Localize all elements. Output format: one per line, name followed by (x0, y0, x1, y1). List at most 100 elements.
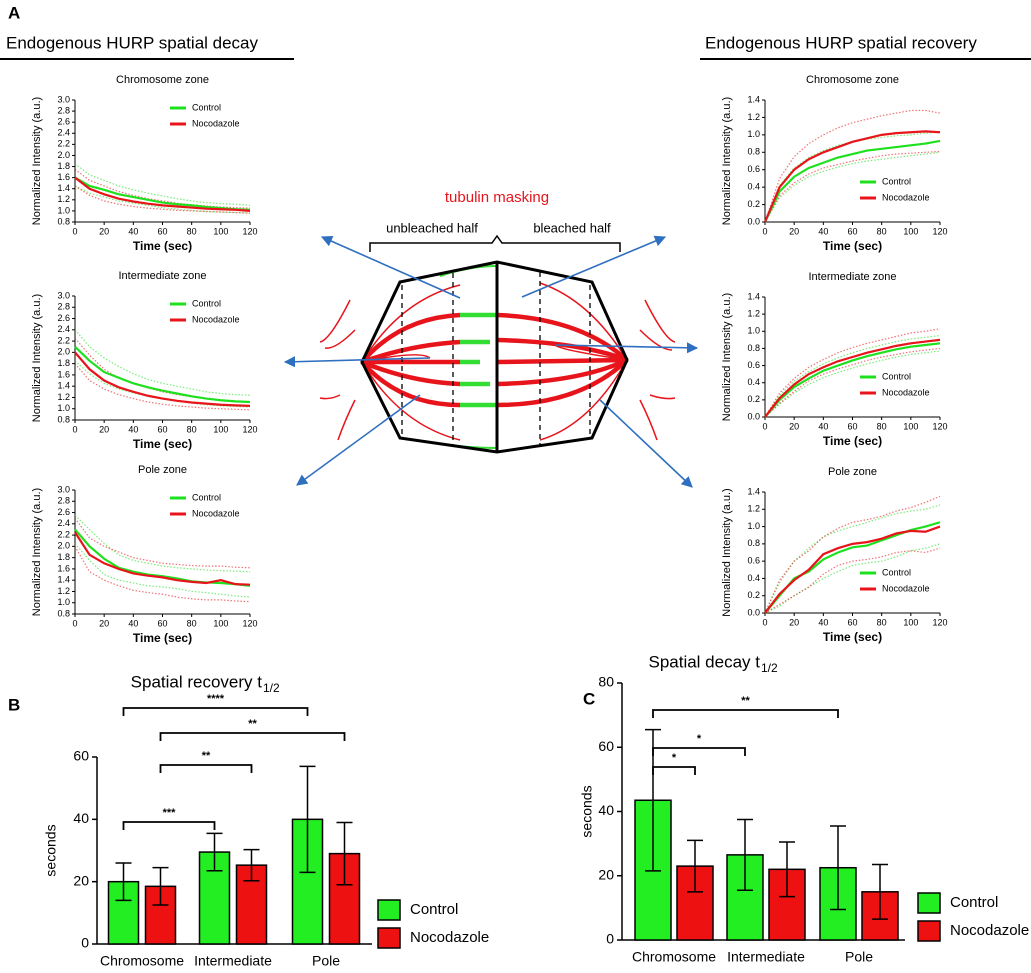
x-tick-label: 0 (72, 424, 77, 434)
y-tick-label: 0.4 (747, 182, 760, 192)
legend-label: Control (882, 567, 911, 577)
band-upper (74, 163, 251, 206)
y-tick-label: 60 (73, 748, 89, 764)
error-bar (737, 818, 753, 891)
x-tick-label: 120 (932, 421, 947, 431)
y-tick-label: 1.2 (57, 586, 70, 596)
chart-title: Chromosome zone (116, 74, 209, 86)
x-tick-label: 20 (99, 424, 109, 434)
section-header: Endogenous HURP spatial decay (6, 33, 259, 52)
band-lower (764, 151, 941, 223)
y-tick-label: 3.0 (57, 94, 70, 104)
panel-label: C (583, 689, 595, 708)
panel-label: B (8, 695, 20, 714)
x-tick-label: 20 (789, 617, 799, 627)
y-tick-label: 2.4 (57, 324, 70, 334)
x-tick-label: Intermediate (727, 949, 805, 965)
y-tick-label: 1.0 (747, 129, 760, 139)
band-upper (74, 514, 251, 573)
y-tick-label: 1.8 (57, 161, 70, 171)
x-tick-label: 20 (99, 618, 109, 628)
x-tick-label: 80 (187, 226, 197, 236)
y-tick-label: 1.0 (57, 403, 70, 413)
y-tick-label: 60 (598, 738, 614, 754)
chart-title-subscript: 1/2 (761, 661, 778, 675)
error-bar (779, 841, 795, 898)
legend-swatch (377, 927, 401, 949)
series-line (74, 345, 251, 404)
x-tick-label: 40 (128, 424, 138, 434)
y-tick-label: 1.4 (747, 94, 760, 104)
band-upper (764, 109, 941, 223)
significance-label: ** (248, 718, 257, 730)
x-tick-label: 0 (762, 617, 767, 627)
x-axis-label: Time (sec) (823, 434, 882, 448)
significance-label: * (697, 733, 702, 745)
y-tick-label: 20 (598, 866, 614, 882)
x-tick-label: 80 (877, 617, 887, 627)
series-line (74, 176, 251, 213)
band-lower (74, 546, 251, 603)
legend-label: Nocodazole (950, 922, 1029, 939)
significance-bracket (122, 821, 216, 830)
legend-label: Control (950, 894, 998, 911)
x-tick-label: 120 (242, 618, 257, 628)
legend-label: Control (192, 492, 221, 502)
x-tick-label: 0 (72, 618, 77, 628)
y-tick-label: 0.8 (57, 216, 70, 226)
chart-title-subscript: 1/2 (263, 681, 280, 695)
diagram-label: bleached half (533, 220, 611, 235)
y-tick-label: 0.8 (747, 538, 760, 548)
y-tick-label: 1.4 (57, 183, 70, 193)
x-tick-label: 60 (847, 421, 857, 431)
y-tick-label: 1.8 (57, 552, 70, 562)
y-tick-label: 1.4 (747, 291, 760, 301)
x-tick-label: 40 (818, 421, 828, 431)
band-lower (74, 363, 251, 411)
x-tick-label: 60 (157, 618, 167, 628)
legend-swatch (917, 892, 941, 914)
chart-title: Pole zone (828, 466, 877, 478)
legend-swatch (377, 899, 401, 921)
chart-title: Spatial recovery t (131, 672, 263, 691)
legend-label: Nocodazole (192, 314, 240, 324)
legend-label: Nocodazole (882, 387, 930, 397)
legend-label: Nocodazole (192, 118, 240, 128)
y-axis-label: Normalized Intensity (a.u.) (31, 97, 43, 225)
band-lower (74, 360, 251, 408)
y-tick-label: 1.6 (57, 563, 70, 573)
y-tick-label: 0.4 (747, 377, 760, 387)
astral-fibers (319, 282, 676, 441)
y-tick-label: 1.0 (747, 521, 760, 531)
band-lower (764, 150, 941, 223)
x-tick-label: 20 (99, 226, 109, 236)
y-tick-label: 0.6 (747, 360, 760, 370)
y-axis-label: Normalized Intensity (a.u.) (721, 488, 733, 616)
x-tick-label: 40 (818, 617, 828, 627)
y-tick-label: 1.0 (747, 326, 760, 336)
x-tick-label: 80 (187, 424, 197, 434)
y-tick-label: 2.2 (57, 335, 70, 345)
spindle-diagram: tubulin masking unbleached half bleached… (283, 189, 699, 488)
zone-boundaries (401, 272, 591, 446)
x-tick-label: 0 (762, 421, 767, 431)
band-upper (764, 334, 941, 418)
band-upper (74, 168, 251, 209)
significance-label: **** (207, 693, 225, 705)
y-tick-label: 0.8 (57, 608, 70, 618)
chart-title: Chromosome zone (806, 74, 899, 86)
x-tick-label: 120 (932, 617, 947, 627)
y-tick-label: 20 (73, 872, 89, 888)
y-tick-label: 0.8 (747, 343, 760, 353)
x-tick-label: 40 (818, 226, 828, 236)
legend-label: Nocodazole (192, 508, 240, 518)
significance-bracket (159, 732, 346, 741)
series-line (764, 521, 941, 614)
x-tick-label: 100 (903, 617, 918, 627)
error-bar (336, 821, 353, 886)
y-tick-label: 1.0 (57, 597, 70, 607)
x-tick-label: 100 (213, 618, 228, 628)
x-axis-label: Time (sec) (133, 239, 192, 253)
significance-label: *** (163, 807, 177, 819)
y-tick-label: 1.8 (57, 358, 70, 368)
